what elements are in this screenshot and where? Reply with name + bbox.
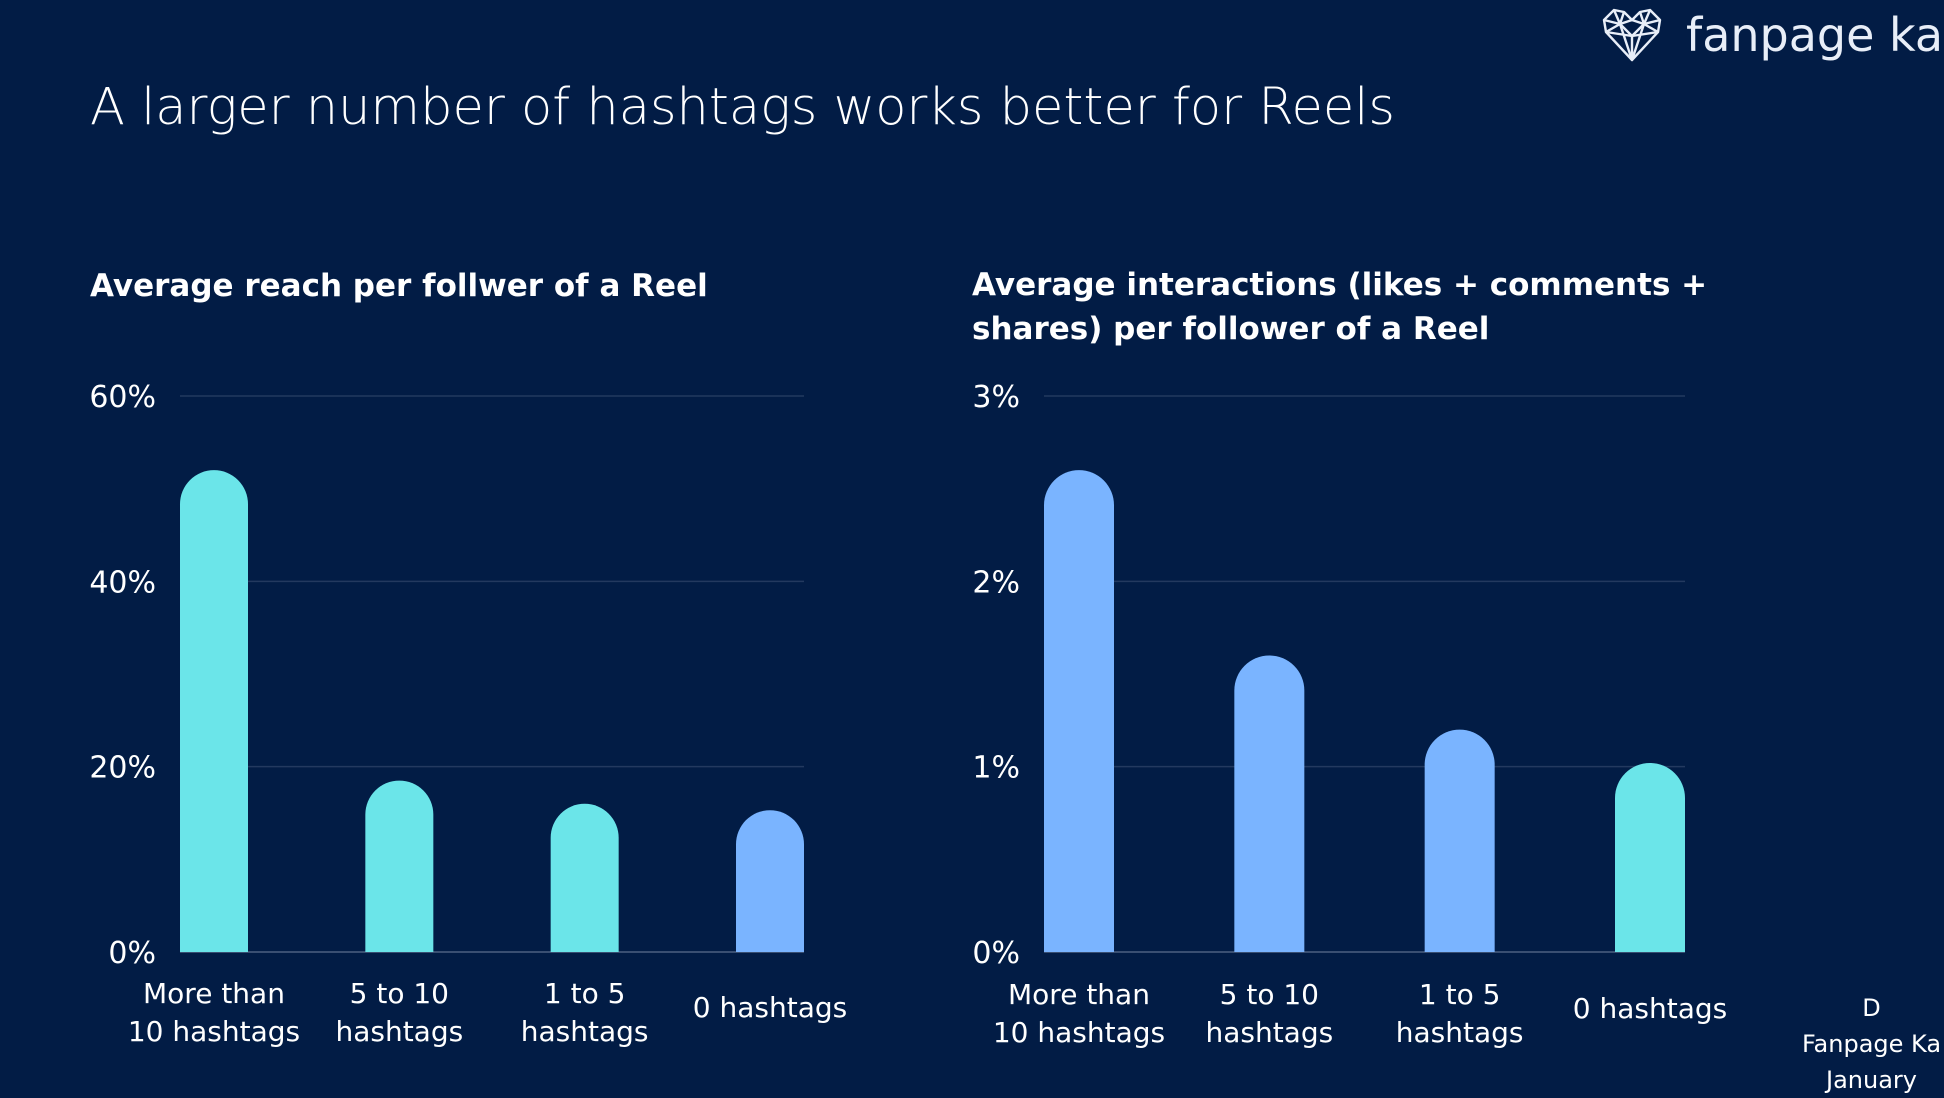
source-line: D <box>1862 994 1881 1022</box>
brand-logo: fanpage karm <box>1600 6 1944 64</box>
heart-network-icon <box>1602 8 1662 62</box>
y-tick-label: 20% <box>89 751 156 786</box>
x-category-label: 5 to 10 hashtags <box>1205 978 1333 1049</box>
y-tick-label: 40% <box>89 565 156 600</box>
bar <box>1044 470 1114 952</box>
source-note: D Fanpage Ka January <box>1799 990 1944 1098</box>
y-tick-label: 3% <box>972 380 1020 415</box>
x-category-label: More than 10 hashtags <box>993 978 1165 1049</box>
bar <box>365 780 434 952</box>
bar <box>180 470 248 952</box>
x-category-label: 5 to 10 hashtags <box>335 977 463 1048</box>
bar <box>736 810 804 952</box>
y-tick-label: 1% <box>972 751 1020 786</box>
brand-name: fanpage karm <box>1686 8 1944 62</box>
bar <box>550 803 619 952</box>
x-category-label: 1 to 5 hashtags <box>521 977 649 1048</box>
bar <box>1424 729 1495 952</box>
y-tick-label: 0% <box>108 936 156 971</box>
page-title: A larger number of hashtags works better… <box>90 78 1395 137</box>
y-tick-label: 0% <box>972 936 1020 971</box>
x-category-label: 0 hashtags <box>693 991 847 1024</box>
y-tick-label: 60% <box>89 380 156 415</box>
chart-title-interactions: Average interactions (likes + comments +… <box>972 267 1708 347</box>
x-category-label: 0 hashtags <box>1573 992 1727 1025</box>
chart-title-reach: Average reach per follwer of a Reel <box>90 268 708 304</box>
source-line: January <box>1826 1066 1917 1094</box>
x-category-label: More than 10 hashtags <box>128 977 300 1048</box>
x-category-label: 1 to 5 hashtags <box>1396 978 1524 1049</box>
bar <box>1615 762 1685 952</box>
source-line: Fanpage Ka <box>1801 1030 1942 1058</box>
y-tick-label: 2% <box>972 565 1020 600</box>
bar <box>1234 655 1305 952</box>
